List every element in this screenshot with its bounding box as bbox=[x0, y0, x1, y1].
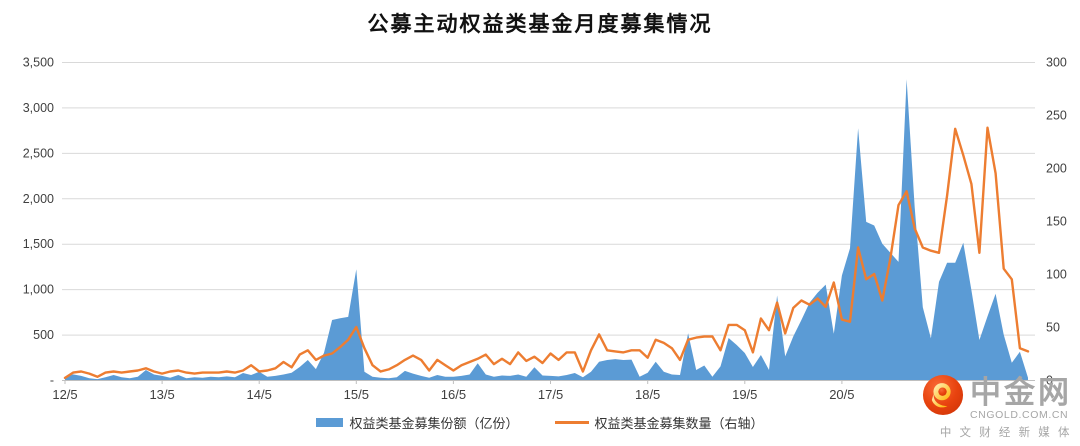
svg-text:19/5: 19/5 bbox=[732, 387, 757, 402]
svg-text:2,500: 2,500 bbox=[23, 146, 54, 160]
svg-text:0: 0 bbox=[1046, 374, 1053, 388]
watermark-tagline: 中 文 财 经 新 媒 体 bbox=[939, 427, 1072, 439]
legend-area-swatch-icon bbox=[316, 418, 344, 427]
legend-item-count: 权益类基金募集数量（右轴） bbox=[554, 413, 764, 432]
svg-text:18/5: 18/5 bbox=[635, 387, 660, 402]
legend-item-share: 权益类基金募集份额（亿份） bbox=[316, 413, 519, 432]
legend-share-label: 权益类基金募集份额（亿份） bbox=[349, 416, 519, 431]
svg-text:100: 100 bbox=[1046, 268, 1067, 282]
svg-text:250: 250 bbox=[1046, 109, 1067, 123]
svg-text:-: - bbox=[50, 374, 54, 388]
svg-text:16/5: 16/5 bbox=[441, 387, 466, 402]
svg-text:500: 500 bbox=[33, 328, 54, 342]
svg-text:20/5: 20/5 bbox=[829, 387, 854, 402]
svg-text:15/5: 15/5 bbox=[344, 387, 369, 402]
svg-text:150: 150 bbox=[1046, 215, 1067, 229]
svg-text:1,500: 1,500 bbox=[23, 237, 54, 251]
watermark-domain: CNGOLD.COM.CN bbox=[970, 409, 1069, 421]
svg-text:200: 200 bbox=[1046, 162, 1067, 176]
legend-line-swatch-icon bbox=[554, 421, 589, 424]
chart-legend: 权益类基金募集份额（亿份） 权益类基金募集数量（右轴） bbox=[0, 413, 1080, 432]
svg-text:2,000: 2,000 bbox=[23, 192, 54, 206]
cngold-watermark: 中金网 CNGOLD.COM.CN 中 文 财 经 新 媒 体 bbox=[902, 374, 1072, 440]
svg-text:50: 50 bbox=[1046, 321, 1060, 335]
svg-text:17/5: 17/5 bbox=[538, 387, 563, 402]
watermark-top-row: 中金网 CNGOLD.COM.CN bbox=[902, 374, 1072, 421]
chart-title: 公募主动权益类基金月度募集情况 bbox=[367, 12, 713, 36]
svg-text:300: 300 bbox=[1046, 56, 1067, 70]
legend-count-label: 权益类基金募集数量（右轴） bbox=[594, 416, 764, 431]
watermark-site-name: 中金网 bbox=[970, 375, 1072, 410]
cngold-logo-icon bbox=[922, 374, 964, 421]
svg-text:3,500: 3,500 bbox=[23, 56, 54, 70]
svg-text:13/5: 13/5 bbox=[149, 387, 174, 402]
svg-text:3,000: 3,000 bbox=[23, 101, 54, 115]
svg-text:14/5: 14/5 bbox=[247, 387, 272, 402]
svg-text:12/5: 12/5 bbox=[52, 387, 77, 402]
svg-text:1,000: 1,000 bbox=[23, 283, 54, 297]
